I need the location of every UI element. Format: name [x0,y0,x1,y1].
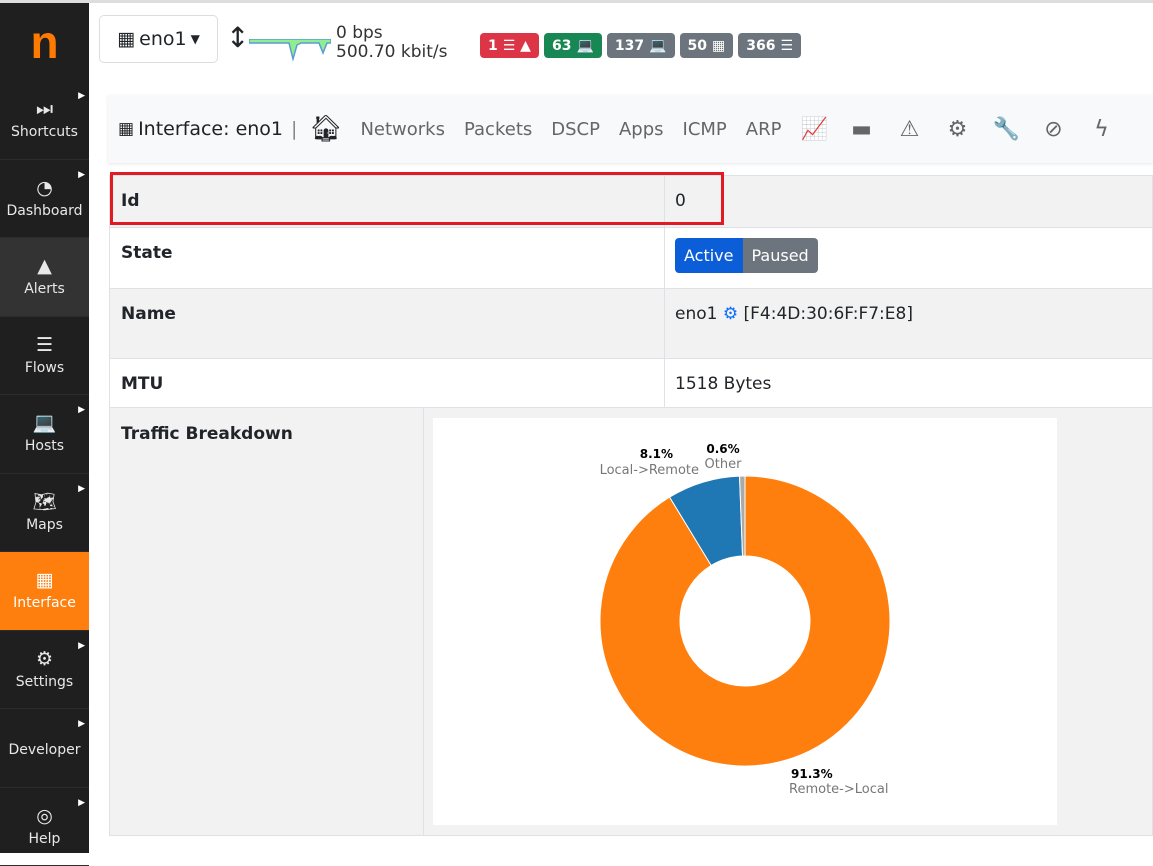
slice-name-label: Local->Remote [600,463,699,478]
traffic-breakdown-label: Traffic Breakdown [110,408,424,835]
sidebar-item-interface[interactable]: ▦Interface [0,552,89,631]
badge-icon: 💻 [649,38,666,54]
sidebar-item-settings[interactable]: ⚙Settings▶ [0,631,89,710]
sidebar-item-flows[interactable]: ☰Flows [0,317,89,396]
caret-right-icon: ▶ [78,484,85,494]
slice-name-label: Other [705,457,743,472]
gauge-icon: ◔ [36,178,53,198]
badge-icon: ☰ ▲ [503,38,531,54]
wrench-icon[interactable]: 🔧 [992,117,1018,142]
name-value: eno1 [675,304,717,324]
traffic-breakdown-chart: 91.3%Remote->Local 8.1% Local->Remote 0.6%O… [433,418,1057,825]
lifering-icon: ◎ [36,806,53,826]
slice-name-label: Remote->Local [789,782,888,797]
nav-apps[interactable]: Apps [619,119,664,140]
caret-right-icon: ▶ [78,91,85,101]
mac-address: [F4:4D:30:6F:F7:E8] [744,304,913,324]
ethernet-icon: ▦ [36,570,54,590]
caret-right-icon: ▶ [78,641,85,651]
sidebar-item-alerts[interactable]: ▲Alerts [0,238,89,317]
upload-rate: 0 bps [336,24,448,43]
forward-icon: ⏭ [36,99,53,119]
warning-icon[interactable]: ⚠ [896,117,922,142]
up-down-arrows-icon: ↕ [226,21,249,55]
sidebar-item-hosts[interactable]: 💻Hosts▶ [0,395,89,474]
page-title: Interface: eno1 [138,118,283,140]
badge-icon: ▦ [712,38,725,54]
alerts-badge[interactable]: 1☰ ▲ [480,33,539,58]
flows-badge[interactable]: 366☰ [738,33,801,58]
sidebar: n ⏭Shortcuts▶◔Dashboard▶▲Alerts☰Flows💻Ho… [0,0,89,853]
nav-icmp[interactable]: ICMP [683,119,727,140]
gear-icon: ⚙ [36,649,53,669]
paused-button[interactable]: Paused [743,238,818,273]
active-button[interactable]: Active [675,238,743,273]
gear-icon[interactable]: ⚙ [944,117,970,142]
sidebar-item-developer[interactable]: Developer▶ [0,709,89,788]
ntopng-logo[interactable]: n [0,3,89,81]
home-icon[interactable]: 🏠︎ [309,114,342,144]
bolt-icon[interactable]: ϟ [1088,117,1114,142]
hosts-badge[interactable]: 137💻 [607,33,675,58]
badge-icon: 💻 [576,38,593,54]
nav-arp[interactable]: ARP [746,119,782,140]
user-slash-icon[interactable]: ⊘ [1040,117,1066,142]
ethernet-icon: ▦ [117,28,135,50]
state-label: State [110,228,665,289]
nav-dscp[interactable]: DSCP [551,119,600,140]
map-icon: 🗺 [32,492,56,512]
devices-badge[interactable]: 50▦ [680,33,734,58]
gear-icon[interactable]: ⚙ [723,304,738,324]
mtu-label: MTU [110,359,665,411]
sidebar-item-help[interactable]: ◎Help▶ [0,788,89,866]
sidebar-item-dashboard[interactable]: ◔Dashboard▶ [0,160,89,239]
caret-right-icon: ▶ [78,170,85,180]
sidebar-item-shortcuts[interactable]: ⏭Shortcuts▶ [0,81,89,160]
id-value: 0 [665,176,1153,228]
local-hosts-badge[interactable]: 63💻 [544,33,602,58]
warning-icon: ▲ [37,256,52,276]
caret-right-icon: ▶ [78,405,85,415]
badge-icon: ☰ [781,38,794,54]
caret-right-icon: ▶ [78,798,85,808]
laptop-icon: 💻 [33,413,57,433]
highlight-box [110,172,724,225]
slice-pct-label: 0.6% [706,442,739,456]
traffic-sparkline [249,39,331,65]
hdd-icon[interactable]: ▬ [848,117,874,142]
bars-icon: ☰ [36,335,53,355]
caret-down-icon: ▼ [191,32,200,46]
sidebar-item-maps[interactable]: 🗺Maps▶ [0,474,89,553]
ethernet-icon: ▦ [118,119,134,139]
nav-packets[interactable]: Packets [464,119,532,140]
area-chart-icon[interactable]: 📈 [800,117,826,142]
slice-pct-label: 8.1% [640,447,673,461]
interface-selector[interactable]: ▦ eno1 ▼ [99,15,218,63]
mtu-value: 1518 Bytes [665,359,1153,411]
caret-right-icon: ▶ [78,719,85,729]
download-rate: 500.70 kbit/s [336,43,448,62]
slice-pct-label: 91.3% [791,767,833,781]
name-label: Name [110,289,665,359]
nav-networks[interactable]: Networks [360,119,445,140]
